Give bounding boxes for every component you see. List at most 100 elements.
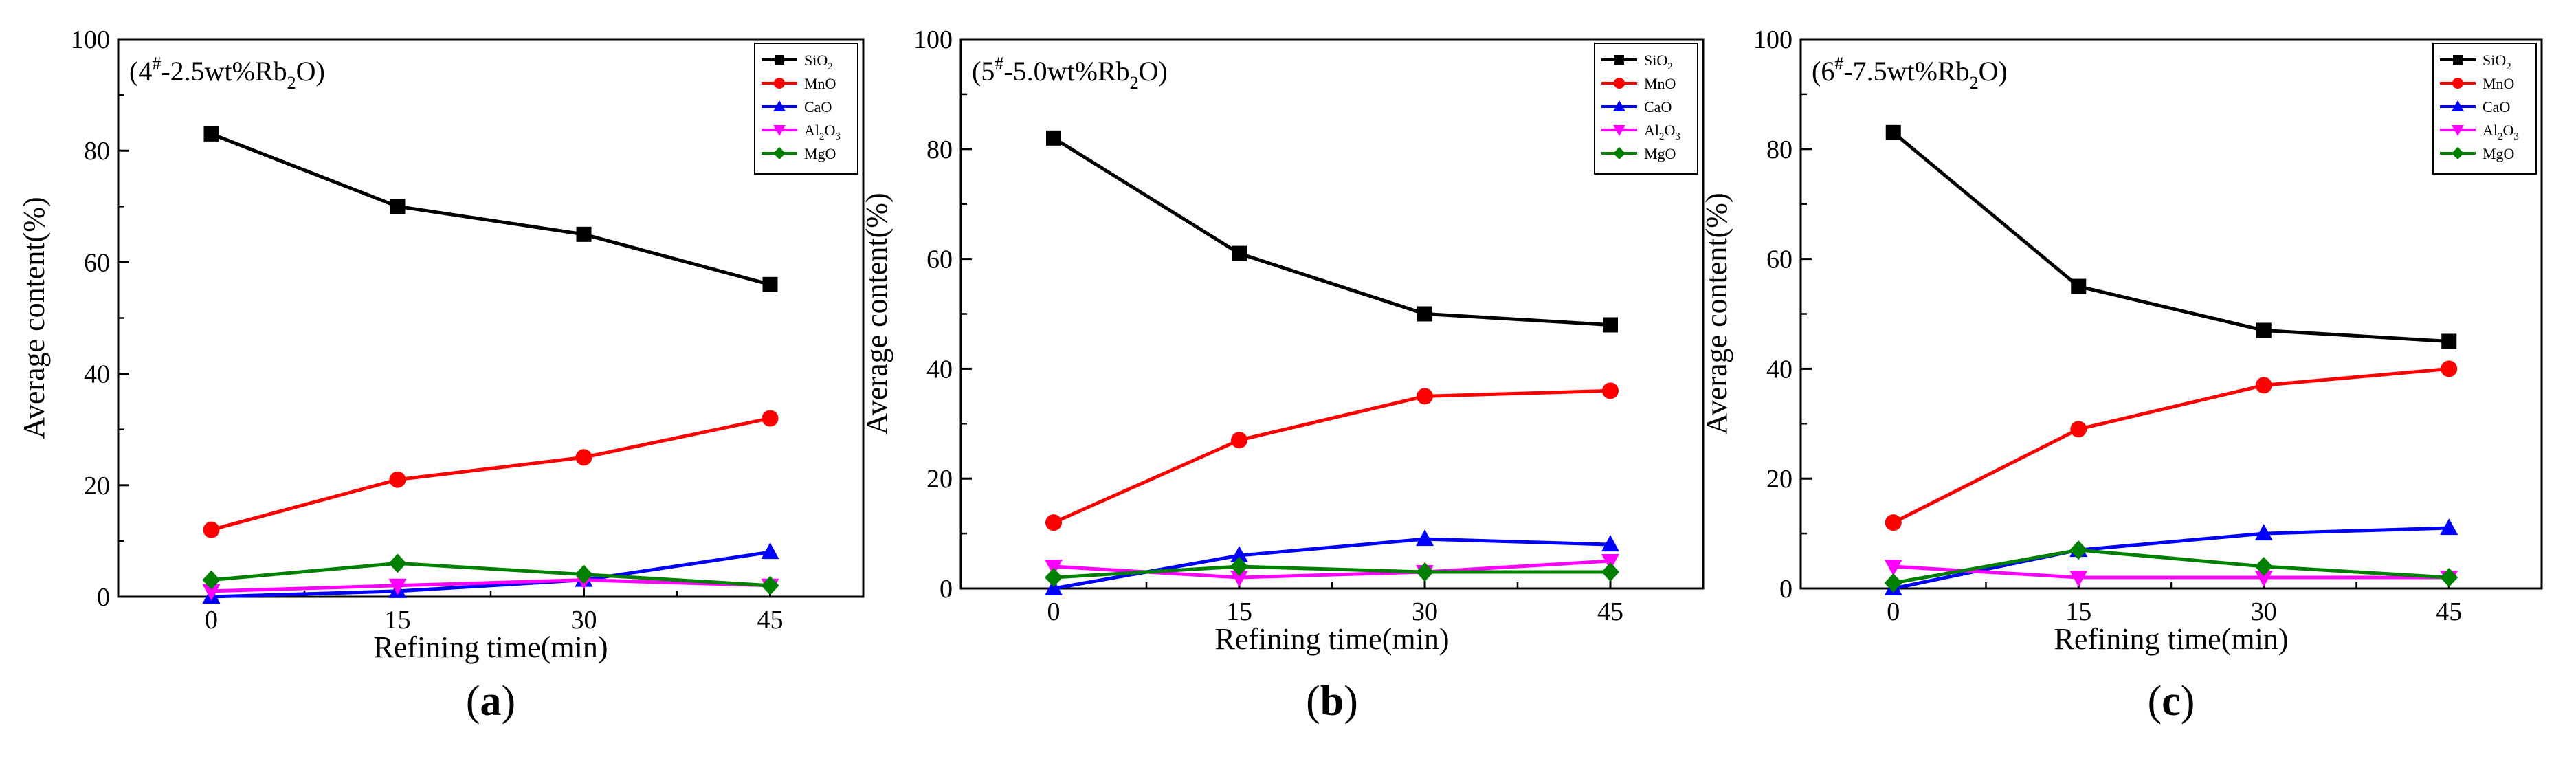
data-point (1416, 562, 1434, 582)
y-tick-label: 20 (84, 472, 110, 500)
legend-marker (2452, 147, 2464, 160)
series-line (1892, 366, 2450, 525)
data-point (1603, 317, 1618, 333)
data-point (2440, 518, 2458, 536)
x-tick-label: 15 (1226, 597, 1252, 626)
data-point (2254, 524, 2273, 541)
data-point (1884, 560, 1902, 577)
data-point (388, 578, 407, 595)
series-mno (203, 410, 779, 538)
series-line (1052, 388, 1611, 525)
legend-label: MgO (804, 145, 836, 162)
y-axis-label: Average content(%) (1700, 192, 1733, 434)
sample-annotation: (6#-7.5wt%Rb2O) (1812, 54, 2008, 93)
data-point (761, 575, 779, 595)
y-tick-label: 20 (926, 465, 953, 494)
data-point (1230, 571, 1248, 588)
legend-label: SiO2 (1644, 52, 1673, 72)
series-line (1053, 537, 1611, 591)
data-point (1601, 535, 1619, 552)
plot-frame (1799, 38, 2543, 590)
data-point (203, 521, 220, 538)
series-mgo (1884, 540, 2458, 593)
x-tick-label: 45 (757, 606, 784, 635)
plot-frame (959, 38, 1705, 590)
series-mgo (1045, 557, 1619, 588)
x-tick-label: 30 (2251, 597, 2277, 626)
data-point (575, 449, 592, 466)
legend-marker (2453, 55, 2463, 65)
data-point (2069, 540, 2088, 560)
data-point (575, 564, 593, 584)
data-point (388, 553, 407, 573)
sample-annotation: (5#-5.0wt%Rb2O) (972, 54, 1168, 93)
data-point (2071, 278, 2087, 294)
x-axis-label: Refining time(min) (2054, 622, 2289, 656)
legend-label: Al2O3 (804, 122, 841, 142)
data-point (2069, 571, 2088, 588)
data-point (2254, 557, 2273, 577)
series-line (1893, 548, 2450, 585)
series-line (1893, 526, 2450, 591)
x-tick-label: 15 (2065, 597, 2091, 626)
series-sio2 (203, 126, 778, 292)
x-tick-label: 0 (1047, 597, 1061, 626)
legend-marker (2452, 125, 2464, 136)
data-point (1417, 388, 1433, 405)
series-line (1052, 136, 1611, 327)
data-point (2255, 377, 2272, 394)
chart-panel-c: 0 20 40 60 80 100 0 15 30 45 Refining time(min) Ave… (1700, 25, 2543, 725)
data-point (2070, 421, 2087, 438)
data-point (1602, 382, 1619, 399)
legend-label: CaO (804, 98, 832, 116)
data-point (2441, 360, 2458, 377)
legend-label: MgO (1644, 145, 1676, 162)
x-tick-label: 0 (1887, 597, 1900, 626)
series-sio2 (1885, 124, 2457, 349)
x-axis-label: Refining time(min) (1215, 622, 1450, 656)
legend-marker (1614, 78, 1625, 89)
data-point (1045, 568, 1063, 588)
data-point (1230, 557, 1248, 577)
series-line (1053, 564, 1610, 580)
legend-marker (1613, 147, 1625, 160)
data-point (203, 126, 219, 142)
legend-label: MgO (2483, 145, 2514, 162)
data-point (576, 226, 592, 242)
chart-panel-a: 0 20 40 60 80 100 0 15 30 45 Refining time(min) Ave… (17, 25, 865, 725)
panel-label: (a) (466, 678, 515, 725)
series-mgo (202, 553, 779, 595)
y-tick-label: 0 (97, 583, 110, 612)
data-point (1885, 514, 1902, 531)
legend-marker (775, 55, 784, 65)
data-point (1232, 245, 1247, 261)
y-tick-label: 40 (1766, 355, 1792, 384)
data-point (1601, 562, 1619, 582)
legend-label: Al2O3 (1644, 122, 1680, 142)
data-point (2440, 568, 2458, 588)
y-tick-label: 80 (1766, 135, 1792, 164)
legend-marker (774, 78, 785, 89)
y-tick-label: 100 (71, 25, 110, 54)
series-line (1892, 131, 2450, 343)
y-tick-label: 0 (1779, 575, 1792, 604)
y-tick-label: 80 (84, 137, 110, 166)
y-tick-label: 60 (926, 245, 953, 274)
series-line (210, 417, 771, 532)
legend: SiO2 MnO CaO Al2O3 MgO (1594, 43, 1698, 175)
legend-marker (1613, 100, 1625, 111)
data-point (1884, 573, 1902, 593)
y-tick-label: 80 (926, 135, 953, 164)
data-point (1231, 432, 1247, 449)
y-tick-label: 40 (926, 355, 953, 384)
legend-frame (754, 43, 858, 175)
legend-label: MnO (1644, 75, 1676, 92)
sample-annotation: (4#-2.5wt%Rb2O) (129, 54, 325, 93)
chart-panel-b: 0 20 40 60 80 100 0 15 30 45 Refining time(min) Ave… (860, 25, 1705, 725)
data-point (1417, 306, 1432, 322)
y-tick-label: 60 (84, 248, 110, 277)
data-point (762, 276, 778, 292)
series-line (210, 132, 771, 287)
legend-marker (1614, 55, 1624, 65)
